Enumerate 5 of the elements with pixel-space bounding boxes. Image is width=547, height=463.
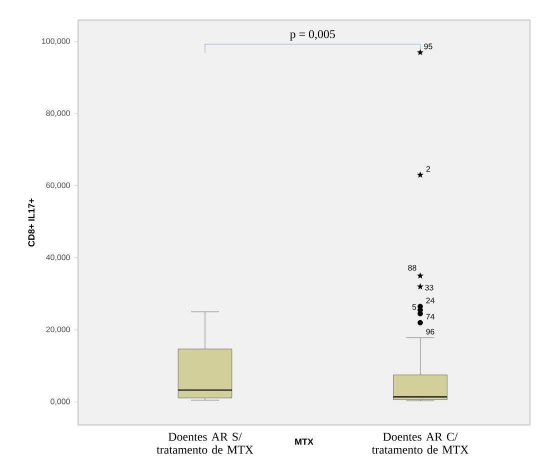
y-axis-title: CD8+ IL17+ <box>28 198 35 247</box>
x-axis-title: MTX <box>295 438 314 445</box>
annotation: p = 0,005 <box>290 30 335 41</box>
x-tick-label: Doentes AR C/ tratamento de MTX <box>372 432 468 454</box>
x-tick-label: Doentes AR S/ tratamento de MTX <box>156 432 254 454</box>
